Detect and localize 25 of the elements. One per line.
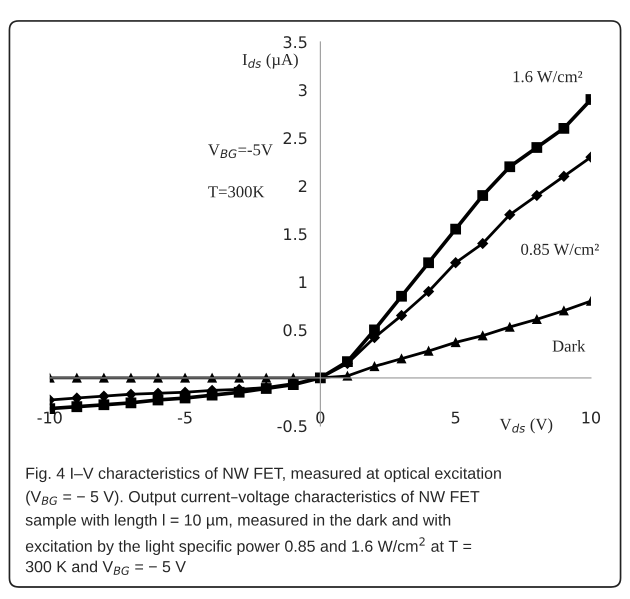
x-tick-label: -5	[178, 412, 192, 424]
annotation: T=300K	[208, 186, 264, 198]
y-tick-label: 2	[298, 180, 306, 192]
text: excitation by the light specific power 0.85 and 1.6 W/cm$^{2}$ at T =	[26, 537, 472, 556]
series-label: Dark	[552, 340, 586, 352]
y-tick-label: 2.5	[284, 132, 306, 144]
y-tick-label: 1.5	[284, 228, 306, 240]
x-tick-label: 10	[582, 412, 600, 424]
annotation: V$_{BG}$=-5V	[208, 144, 273, 158]
text: sample with length l = 10 µm, measured in the dark and with	[26, 514, 450, 529]
y-tick-label: 1	[299, 276, 306, 288]
text: (V$_{BG}$ = − 5 V). Output current–voltage characteristics of NW FET	[26, 490, 480, 506]
x-tick-label: 5	[452, 412, 460, 424]
y-tick-label: 0.5	[284, 324, 306, 336]
series-label: 0.85 W/cm²	[521, 244, 599, 256]
caption: Fig. 4 I–V characteristics of NW FET, measured at optical excitation	[26, 467, 501, 482]
series-label: 1.6 W/cm²	[514, 71, 582, 82]
x-axis-title: V$_{ds}$ (V)	[500, 418, 552, 434]
y-tick-label: -0.5	[277, 420, 306, 432]
text: 300 K and V$_{BG}$ = − 5 V	[26, 560, 186, 575]
y-axis-title: I$_{ds}$ (µA)	[242, 53, 298, 69]
x-tick-label: -10	[38, 412, 62, 424]
y-tick-label: 3	[298, 84, 307, 96]
y-tick-label: 3.5	[284, 36, 306, 48]
x-tick-label: 0	[316, 412, 324, 424]
